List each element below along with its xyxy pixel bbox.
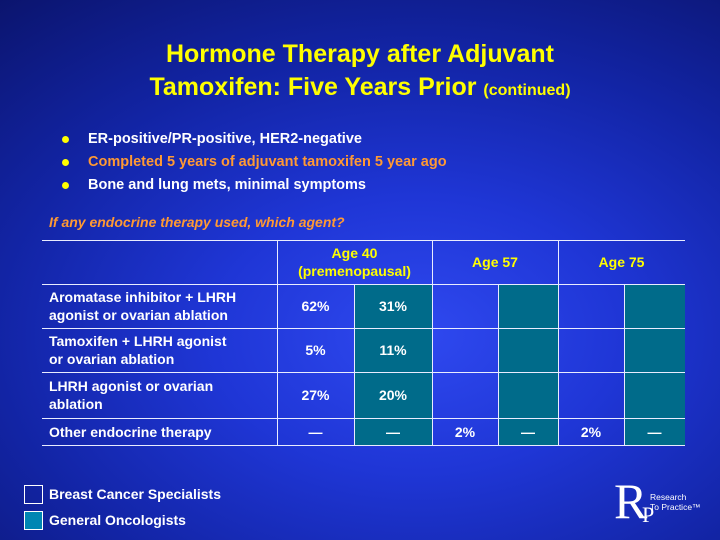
header-age-57: Age 57: [472, 254, 518, 270]
cell-value: [624, 372, 685, 418]
research-to-practice-logo: R P Research To Practice™: [612, 476, 712, 534]
row-label: Other endocrine therapy: [49, 418, 277, 445]
table-divider: [558, 240, 559, 445]
cell-value: 31%: [378, 298, 408, 314]
table-divider: [277, 240, 278, 445]
header-age-40: Age 40 (premenopausal): [277, 240, 432, 284]
cell-value: [558, 328, 624, 372]
cell-value: 62%: [301, 298, 330, 314]
cell-value: 5%: [305, 342, 326, 358]
bullet-text: Completed 5 years of adjuvant tamoxifen …: [88, 154, 447, 170]
bullet-dot-icon: [62, 182, 69, 189]
cell-value: [558, 372, 624, 418]
title-line-2: Tamoxifen: Five Years Prior (continued): [0, 71, 720, 107]
cell-value: [498, 328, 558, 372]
table-divider: [432, 240, 433, 445]
row-label-line1: Aromatase inhibitor + LHRH: [49, 289, 237, 305]
cell-value: 27%: [301, 387, 330, 403]
cell-value: [558, 284, 624, 328]
bullet-text: Bone and lung mets, minimal symptoms: [88, 177, 366, 193]
cell-value: —: [647, 423, 662, 440]
logo-text-line2: To Practice™: [650, 502, 701, 512]
table-rule: [42, 418, 685, 419]
table-rule: [42, 445, 685, 446]
cell-value: [624, 328, 685, 372]
cell-value: 2%: [580, 423, 602, 440]
table-divider: [354, 284, 355, 445]
bullet-dot-icon: [62, 136, 69, 143]
header-age-40-line1: Age 40: [331, 245, 378, 261]
title-suffix: (continued): [483, 82, 571, 99]
cell-value: [498, 284, 558, 328]
cell-value: [624, 284, 685, 328]
cell-value: —: [308, 423, 323, 440]
row-label-line2: or ovarian ablation: [49, 351, 175, 367]
cell-value: [432, 328, 498, 372]
cell-value: 11%: [379, 342, 407, 358]
cell-value: [432, 372, 498, 418]
row-label: Tamoxifen + LHRH agonist or ovarian abla…: [49, 328, 277, 372]
logo-text: Research To Practice™: [650, 492, 701, 512]
row-label-line2: ablation: [49, 396, 103, 412]
cell-value: [432, 284, 498, 328]
table-rule: [42, 240, 685, 241]
table-rule: [42, 328, 685, 329]
row-label-line1: Tamoxifen + LHRH agonist: [49, 333, 227, 349]
legend-swatch: [24, 485, 43, 504]
bullet-dot-icon: [62, 159, 69, 166]
cell-value: —: [521, 423, 535, 440]
cell-value: —: [386, 423, 400, 440]
results-table: Age 40 (premenopausal) Age 57 Age 75 Aro…: [42, 240, 685, 446]
bullet-item: ER-positive/PR-positive, HER2-negative: [62, 130, 447, 153]
bullet-item: Bone and lung mets, minimal symptoms: [62, 176, 447, 199]
title-line-2-text: Tamoxifen: Five Years Prior: [149, 73, 477, 101]
cell-value: [498, 372, 558, 418]
header-age-75: Age 75: [598, 254, 645, 270]
table-divider: [624, 284, 625, 445]
cell-value: 20%: [378, 387, 408, 403]
logo-text-line1: Research: [650, 492, 687, 502]
case-bullets: ER-positive/PR-positive, HER2-negative C…: [62, 130, 447, 199]
bullet-text: ER-positive/PR-positive, HER2-negative: [88, 131, 362, 147]
title-line-1: Hormone Therapy after Adjuvant: [165, 40, 555, 68]
bullet-item: Completed 5 years of adjuvant tamoxifen …: [62, 153, 447, 176]
table-rule: [42, 372, 685, 373]
question-text: If any endocrine therapy used, which age…: [49, 214, 345, 230]
logo-letter-r: R: [614, 473, 648, 529]
legend-label: Breast Cancer Specialists: [49, 486, 221, 502]
row-label-line2: agonist or ovarian ablation: [49, 307, 228, 323]
legend-swatch: [24, 511, 43, 530]
table-divider: [498, 284, 499, 445]
table-rule: [42, 284, 685, 285]
row-label-line1: LHRH agonist or ovarian: [49, 378, 214, 394]
cell-value: 2%: [454, 423, 476, 440]
header-age-40-line2: (premenopausal): [298, 263, 411, 279]
slide-title: Hormone Therapy after Adjuvant Tamoxifen…: [0, 38, 720, 107]
row-label-line1: Other endocrine therapy: [49, 423, 212, 440]
logo-letter-p: P: [642, 502, 655, 527]
legend-label: General Oncologists: [49, 512, 186, 528]
row-label: LHRH agonist or ovarian ablation: [49, 372, 277, 418]
row-label: Aromatase inhibitor + LHRH agonist or ov…: [49, 284, 277, 328]
